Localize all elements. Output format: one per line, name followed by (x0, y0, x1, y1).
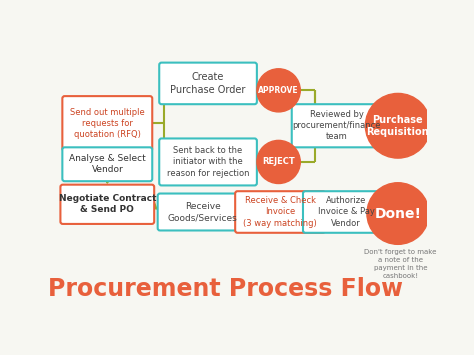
Circle shape (365, 93, 430, 158)
Text: Sent back to the
initiator with the
reason for rejection: Sent back to the initiator with the reas… (167, 146, 249, 178)
Text: Receive & Check
Invoice
(3 way matching): Receive & Check Invoice (3 way matching) (243, 196, 317, 228)
FancyBboxPatch shape (159, 62, 257, 104)
Text: Create
Purchase Order: Create Purchase Order (170, 72, 246, 95)
Text: Purchase
Requisition: Purchase Requisition (366, 115, 429, 137)
Text: Analyse & Select
Vendor: Analyse & Select Vendor (69, 154, 146, 174)
Circle shape (367, 183, 429, 244)
FancyBboxPatch shape (63, 147, 152, 181)
FancyBboxPatch shape (292, 104, 382, 147)
Text: Done!: Done! (374, 207, 421, 220)
FancyBboxPatch shape (159, 138, 257, 185)
Text: Receive
Goods/Services: Receive Goods/Services (168, 202, 237, 222)
FancyBboxPatch shape (60, 185, 154, 224)
Circle shape (257, 69, 300, 112)
FancyBboxPatch shape (63, 96, 152, 151)
Text: Negotiate Contract
& Send PO: Negotiate Contract & Send PO (59, 194, 156, 214)
Text: Don't forget to make
a note of the
payment in the
cashbook!: Don't forget to make a note of the payme… (364, 249, 437, 279)
Text: Authorize
Invoice & Pay
Vendor: Authorize Invoice & Pay Vendor (318, 196, 374, 228)
Circle shape (257, 140, 300, 184)
Text: REJECT: REJECT (262, 158, 295, 166)
Text: APPROVE: APPROVE (258, 86, 299, 95)
FancyBboxPatch shape (235, 191, 325, 233)
FancyBboxPatch shape (158, 193, 247, 230)
FancyBboxPatch shape (303, 191, 389, 233)
Text: Reviewed by
procurement/finance
team: Reviewed by procurement/finance team (292, 110, 381, 141)
Text: Procurement Process Flow: Procurement Process Flow (48, 277, 403, 301)
Text: Send out multiple
requests for
quotation (RFQ): Send out multiple requests for quotation… (70, 108, 145, 139)
